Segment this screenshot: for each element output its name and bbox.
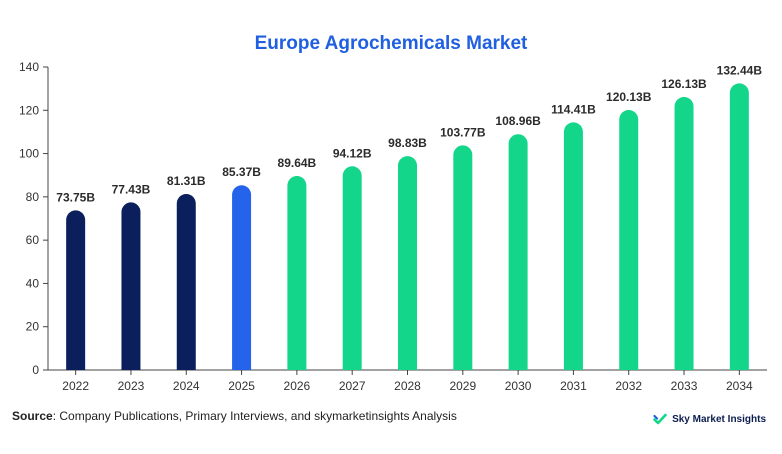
x-tick-label: 2034 (726, 379, 753, 393)
bar-2031 (563, 122, 583, 370)
y-tick-label: 100 (19, 147, 39, 161)
data-label-2025: 85.37B (222, 165, 261, 179)
x-tick-label: 2022 (62, 379, 89, 393)
bar-2030 (508, 134, 528, 370)
x-tick-label: 2025 (228, 379, 255, 393)
data-label-2034: 132.44B (717, 63, 763, 77)
bar-2023 (121, 202, 141, 370)
bars-group (66, 83, 749, 370)
brand-logo: Sky Market Insights (653, 412, 766, 426)
bar-2034 (729, 83, 749, 370)
y-tick-label: 20 (26, 320, 40, 334)
data-label-2024: 81.31B (167, 174, 206, 188)
data-label-2027: 94.12B (333, 146, 372, 160)
brand-name: Sky Market Insights (672, 413, 766, 425)
data-label-2030: 108.96B (495, 114, 541, 128)
bar-2029 (453, 145, 473, 370)
x-tick-label: 2032 (615, 379, 642, 393)
x-tick-label: 2029 (449, 379, 476, 393)
data-labels-group: 73.75B 77.43B 81.31B 85.37B 89.64B 94.12B 98.8… (56, 63, 762, 204)
bar-2028 (398, 156, 417, 370)
source-label: Source (12, 409, 53, 423)
x-tick-label: 2031 (560, 379, 587, 393)
bar-2024 (176, 194, 196, 370)
y-axis: 0 20 40 60 80 100 120 140 (19, 60, 49, 377)
data-label-2033: 126.13B (661, 77, 707, 91)
y-tick-label: 120 (19, 103, 39, 117)
data-label-2032: 120.13B (606, 90, 652, 104)
y-tick-label: 0 (32, 363, 39, 377)
bar-2033 (674, 97, 694, 370)
x-tick-label: 2026 (284, 379, 311, 393)
bar-2026 (287, 176, 307, 370)
bar-2027 (342, 166, 362, 370)
x-tick-label: 2030 (505, 379, 532, 393)
x-tick-label: 2027 (339, 379, 366, 393)
data-label-2028: 98.83B (388, 136, 427, 150)
data-label-2026: 89.64B (278, 156, 317, 170)
y-tick-label: 80 (26, 190, 40, 204)
data-label-2031: 114.41B (551, 102, 596, 116)
x-axis: 2022 2023 2024 2025 2026 2027 2028 2029 2030 2031… (48, 369, 767, 393)
chart-title: Europe Agrochemicals Market (254, 33, 528, 54)
bar-2022 (66, 210, 86, 370)
bar-2032 (619, 110, 639, 370)
x-tick-label: 2024 (173, 379, 200, 393)
x-tick-label: 2023 (118, 379, 145, 393)
y-tick-label: 40 (26, 276, 40, 290)
source-note: Source: Company Publications, Primary In… (12, 409, 457, 423)
bar-2025 (232, 185, 252, 370)
y-tick-label: 140 (19, 60, 39, 74)
check-mark-logo-icon (653, 413, 667, 425)
data-label-2022: 73.75B (56, 190, 95, 204)
data-label-2029: 103.77B (440, 125, 486, 139)
y-tick-label: 60 (26, 233, 40, 247)
source-text: : Company Publications, Primary Intervie… (52, 409, 457, 423)
data-label-2023: 77.43B (112, 182, 151, 196)
x-tick-label: 2033 (671, 379, 698, 393)
x-tick-label: 2028 (394, 379, 421, 393)
